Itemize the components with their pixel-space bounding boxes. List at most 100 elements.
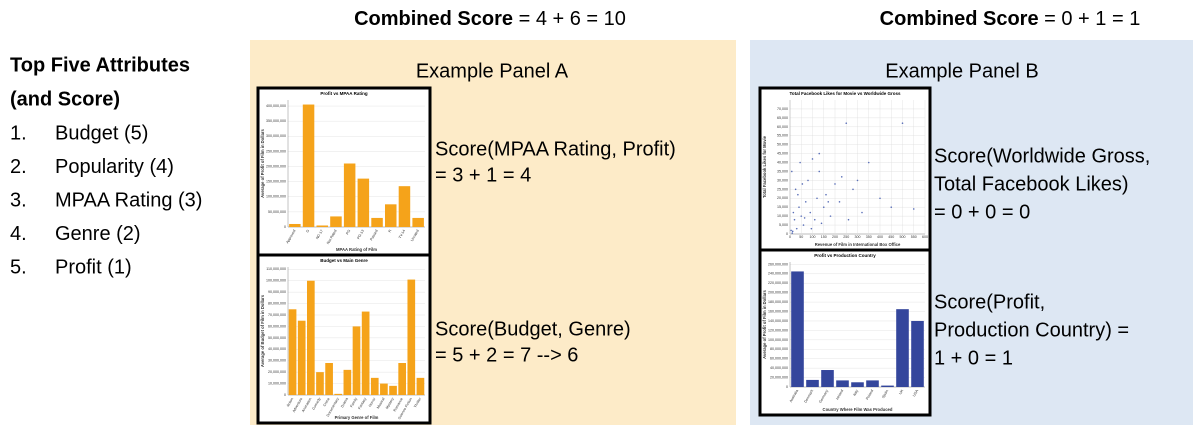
point <box>799 161 801 164</box>
point <box>801 183 804 185</box>
panel-title: Example Panel A <box>416 60 569 82</box>
chart-title: Profit vs MPAA Rating <box>320 91 368 96</box>
point <box>861 211 863 214</box>
y-axis-label: Average of Profit of Film in Dollars <box>762 289 767 358</box>
x-tick-label: TV-14 <box>398 229 406 239</box>
combined-formula: = 4 + 6 = 10 <box>519 8 626 30</box>
y-tick-label: 10,000,000 <box>268 382 286 386</box>
y-tick-label: 25,000 <box>777 187 788 191</box>
y-tick-label: 30,000 <box>777 178 788 182</box>
bar <box>821 370 834 387</box>
x-tick-label: 0 <box>789 235 791 239</box>
x-tick-label: PG-13 <box>356 229 365 240</box>
x-tick-label: Animation <box>301 397 312 413</box>
point <box>834 183 836 185</box>
list-item: Genre (2) <box>55 223 141 245</box>
combined-label: Combined Score <box>354 8 513 30</box>
x-tick-label: Fantasy <box>357 397 367 410</box>
score-text: Score(Worldwide Gross, <box>934 145 1150 167</box>
list-number: 5. <box>10 256 27 278</box>
list-item: MPAA Rating (3) <box>55 189 202 211</box>
y-tick-label: 50,000 <box>777 143 788 147</box>
x-axis-label: Primary Genre of Film <box>335 415 379 420</box>
point <box>838 201 841 203</box>
x-tick-label: 300 <box>855 235 861 239</box>
x-tick-label: Comedy <box>311 397 321 411</box>
bar <box>357 178 370 227</box>
point <box>852 188 854 191</box>
x-tick-label: 250 <box>843 235 849 239</box>
list-item: Popularity (4) <box>55 156 174 178</box>
bar <box>806 379 819 387</box>
point <box>829 215 832 217</box>
x-tick-label: Musical <box>376 397 386 410</box>
point <box>794 188 797 191</box>
x-tick-label: Romance <box>393 397 404 412</box>
bar <box>302 104 315 227</box>
point <box>803 217 806 219</box>
x-tick-label: 400 <box>877 235 883 239</box>
y-tick-label: 20,000 <box>777 196 788 200</box>
point <box>798 206 800 208</box>
chart-frame <box>758 86 932 252</box>
y-axis-label: Average of Profit of Film in Dollars <box>260 128 265 197</box>
bar <box>896 309 909 387</box>
score-text: = 3 + 1 = 4 <box>435 164 531 186</box>
x-tick-label: Drama <box>340 397 349 408</box>
y-tick-label: 60,000,000 <box>770 357 788 361</box>
point <box>810 227 813 230</box>
point <box>818 170 821 173</box>
y-tick-label: 50,000,000 <box>268 336 286 340</box>
y-axis-label: Average of Budget of Film in Dollars <box>260 294 265 367</box>
y-tick-label: 80,000,000 <box>268 302 286 306</box>
point <box>856 179 859 182</box>
y-tick-label: 260,000,000 <box>768 262 788 266</box>
x-tick-label: Action <box>286 397 294 408</box>
point <box>822 206 825 208</box>
y-tick-label: 40,000,000 <box>268 347 286 351</box>
y-tick-label: 20,000,000 <box>268 370 286 374</box>
bar <box>389 385 397 395</box>
combined-score-b: Combined Score = 0 + 1 = 1 <box>880 8 1141 30</box>
point <box>818 152 821 155</box>
x-tick-label: Family <box>349 397 358 408</box>
y-tick-label: 200,000,000 <box>266 164 286 168</box>
x-tick-label: UK <box>898 388 904 395</box>
chart-title: Profit vs Production Country <box>814 253 876 258</box>
point <box>820 222 823 225</box>
x-tick-label: Thriller <box>413 396 422 408</box>
bar <box>866 380 879 387</box>
x-tick-label: Poland <box>865 389 874 401</box>
y-tick-label: 80,000,000 <box>770 347 788 351</box>
score-text: Score(MPAA Rating, Profit) <box>435 138 676 160</box>
point <box>840 176 843 178</box>
x-tick-label: Passed <box>369 229 378 241</box>
list-number: 2. <box>10 156 27 178</box>
y-tick-label: 220,000,000 <box>768 281 788 285</box>
x-tick-label: 550 <box>911 235 917 239</box>
attributes-title: Top Five Attributes <box>10 54 190 76</box>
x-tick-label: Denmark <box>803 389 814 404</box>
score-text: Total Facebook Likes) <box>934 173 1129 195</box>
x-axis-label: Revenue of Film in International Box Off… <box>815 242 901 247</box>
x-tick-label: Approved <box>285 229 296 244</box>
y-tick-label: 350,000,000 <box>266 119 286 123</box>
y-tick-label: 55,000 <box>777 134 788 138</box>
point <box>792 211 795 214</box>
point <box>793 218 796 221</box>
x-tick-label: 500 <box>900 235 906 239</box>
point <box>791 232 794 234</box>
combined-score-a: Combined Score = 4 + 6 = 10 <box>354 8 626 30</box>
bar <box>297 320 306 395</box>
point <box>847 218 850 221</box>
x-tick-label: 350 <box>866 235 872 239</box>
bar <box>370 377 379 395</box>
y-tick-label: 50,000,000 <box>268 210 286 214</box>
y-tick-label: 140,000,000 <box>768 319 788 323</box>
x-tick-label: Not Rated <box>326 229 338 245</box>
point <box>867 161 870 164</box>
x-tick-label: USA <box>912 388 919 397</box>
y-tick-label: 240,000,000 <box>768 272 788 276</box>
score-text: Score(Profit, <box>934 291 1045 313</box>
